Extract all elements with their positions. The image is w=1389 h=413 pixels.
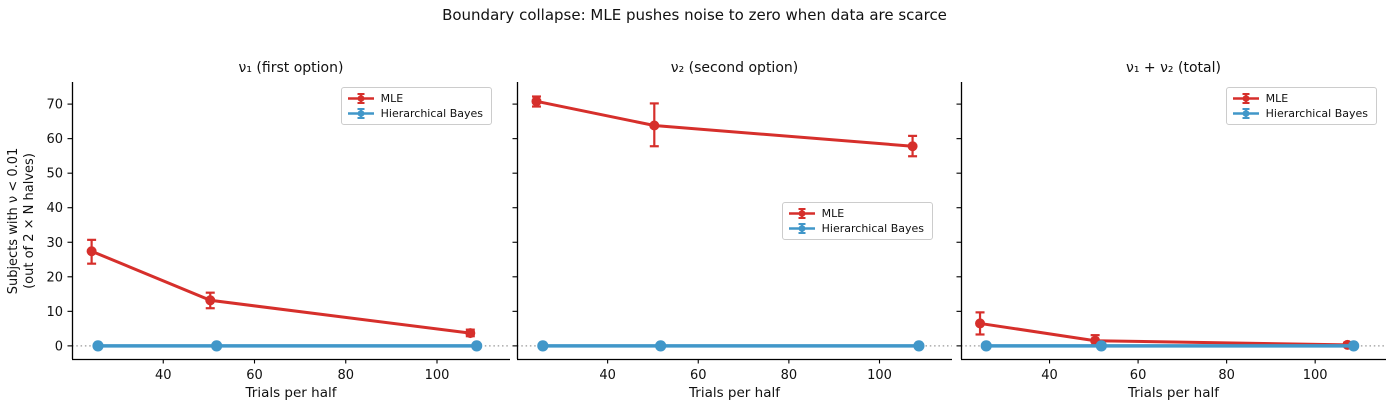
legend-label: MLE	[380, 92, 404, 105]
mle-marker	[465, 328, 476, 339]
mle-marker	[531, 96, 542, 107]
figure-title: Boundary collapse: MLE pushes noise to z…	[442, 6, 947, 24]
bayes-marker	[913, 340, 925, 352]
legend-label: MLE	[821, 207, 845, 220]
mle-line	[90, 249, 472, 335]
x-tick-label: 80	[1218, 368, 1235, 383]
y-axis-label-line1: Subjects with ν < 0.01	[6, 147, 21, 294]
mle-marker	[649, 120, 660, 131]
subplot-title: ν₁ (first option)	[238, 60, 344, 76]
x-tick-label: 60	[690, 368, 707, 383]
x-tick-label: 40	[155, 368, 172, 383]
x-axis-label: Trials per half	[1128, 385, 1219, 401]
y-axis-label-line2: (out of 2 × N halves)	[22, 152, 37, 289]
mle-marker	[205, 295, 216, 306]
y-tick-label: 20	[46, 270, 63, 285]
y-tick-label: 70	[46, 98, 63, 113]
plot-area: 40 60 80 100 0 10 20 30 40 50 60 70	[46, 82, 510, 383]
bayes-marker	[655, 340, 667, 352]
subplot-title: ν₂ (second option)	[670, 60, 799, 76]
errorbar-legend-icon	[788, 223, 815, 234]
legend-label: Hierarchical Bayes	[1265, 107, 1368, 120]
x-tick-label: 100	[1303, 368, 1328, 383]
errorbar-legend-icon	[788, 208, 815, 219]
bayes-marker	[471, 340, 483, 352]
legend-entry: Hierarchical Bayes	[347, 106, 483, 121]
y-tick-label: 30	[46, 236, 63, 251]
subplot-2: ν₂ (second option) 40 60 80 100 MLE Hierarchic…	[512, 0, 952, 413]
y-axis-label-text: Subjects with ν < 0.01 (out of 2 × N hal…	[6, 147, 38, 294]
legend-entry: Hierarchical Bayes	[1232, 106, 1368, 121]
errorbar-legend-icon	[347, 93, 374, 104]
errorbar-legend-icon	[1232, 108, 1259, 119]
x-tick-label: 100	[425, 368, 450, 383]
subplot-3: ν₁ + ν₂ (total) 40 60 80 100 MLE Hierarchical …	[956, 0, 1386, 413]
subplot-1: ν₁ (first option) 40 60 80 100 0 10 20 30 40 50 60 7…	[46, 0, 510, 413]
x-tick-label: 60	[1130, 368, 1147, 383]
x-tick-label: 60	[246, 368, 263, 383]
legend-label: Hierarchical Bayes	[821, 222, 924, 235]
mle-line	[534, 99, 915, 148]
bayes-marker	[1348, 340, 1360, 352]
errorbar-legend-icon	[347, 108, 374, 119]
x-tick-label: 100	[867, 368, 892, 383]
legend-entry: MLE	[788, 206, 924, 221]
legend-label: MLE	[1265, 92, 1289, 105]
mle-marker	[86, 246, 97, 257]
y-tick-label: 0	[55, 339, 63, 354]
bayes-marker	[211, 340, 223, 352]
mle-line	[978, 321, 1349, 347]
legend-label: Hierarchical Bayes	[380, 107, 483, 120]
plot-area: 40 60 80 100	[956, 82, 1386, 383]
legend: MLE Hierarchical Bayes	[1225, 87, 1377, 125]
bayes-marker	[1095, 340, 1107, 352]
legend-entry: Hierarchical Bayes	[788, 221, 924, 236]
y-tick-label: 40	[46, 201, 63, 216]
subplot-title: ν₁ + ν₂ (total)	[1126, 60, 1221, 76]
mle-marker	[975, 318, 986, 329]
bayes-marker	[92, 340, 104, 352]
mle-marker	[907, 141, 918, 152]
x-tick-label: 40	[599, 368, 616, 383]
x-axis-label: Trials per half	[245, 385, 337, 401]
legend-entry: MLE	[1232, 91, 1368, 106]
y-tick-label: 10	[46, 305, 63, 320]
plot-area: 40 60 80 100	[512, 82, 952, 383]
x-tick-label: 40	[1041, 368, 1058, 383]
errorbar-legend-icon	[1232, 93, 1259, 104]
legend-entry: MLE	[347, 91, 483, 106]
legend: MLE Hierarchical Bayes	[340, 87, 492, 125]
y-axis-label: Subjects with ν < 0.01 (out of 2 × N hal…	[2, 82, 42, 359]
legend: MLE Hierarchical Bayes	[781, 202, 933, 240]
x-axis-label: Trials per half	[689, 385, 780, 401]
bayes-marker	[537, 340, 549, 352]
y-tick-label: 60	[46, 132, 63, 147]
y-tick-label: 50	[46, 167, 63, 182]
bayes-marker	[980, 340, 992, 352]
x-tick-label: 80	[781, 368, 798, 383]
x-tick-label: 80	[337, 368, 354, 383]
